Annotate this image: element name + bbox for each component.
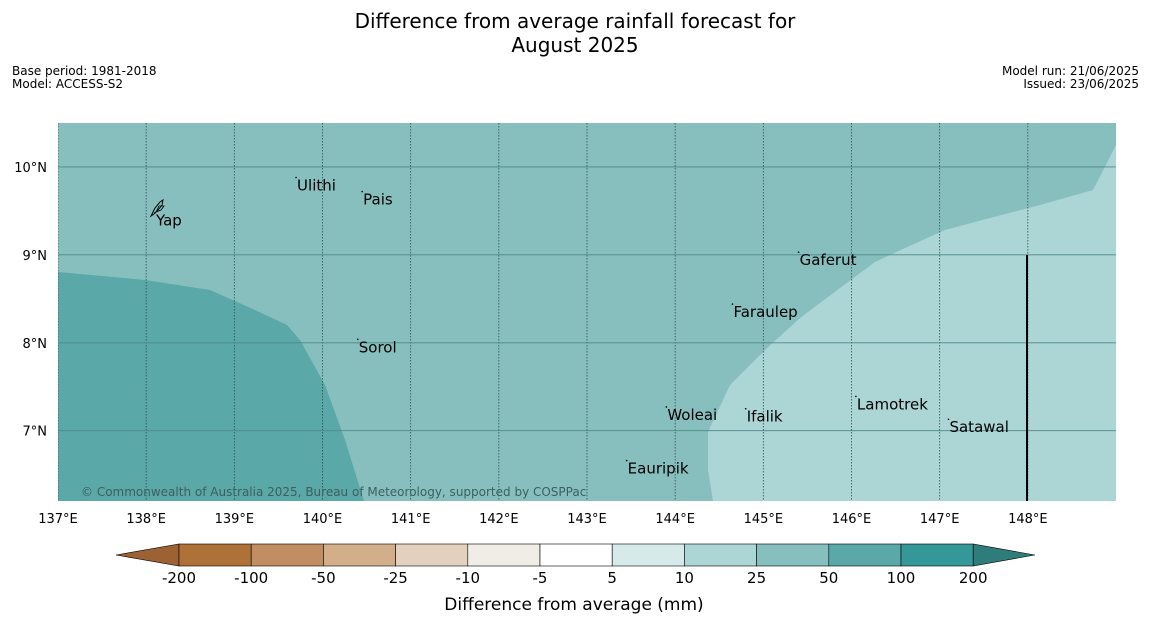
colorbar-label: 10 bbox=[675, 569, 694, 587]
longitude-tick-label: 148°E bbox=[1008, 512, 1048, 527]
place-label: Yap bbox=[155, 212, 182, 230]
longitude-tick-label: 146°E bbox=[832, 512, 872, 527]
colorbar-box bbox=[395, 543, 469, 567]
chart-title-line1: Difference from average rainfall forecas… bbox=[354, 9, 796, 33]
latitude-tick-label: 10°N bbox=[14, 161, 47, 176]
longitude-tick-label: 143°E bbox=[567, 512, 607, 527]
colorbar-box bbox=[323, 543, 396, 567]
colorbar-label: 50 bbox=[819, 569, 838, 587]
model-text: Model: ACCESS-S2 bbox=[12, 77, 124, 91]
copyright-text: © Commonwealth of Australia 2025, Bureau… bbox=[81, 485, 586, 499]
latitude-labels: 10°N 9°N 8°N 7°N bbox=[14, 161, 47, 440]
place-labels: Yap Ulithi Pais Gaferut Faraulep Sorol Woleai I… bbox=[154, 177, 1009, 478]
rainfall-map: 137°E 138°E 139°E 140°E 141°E 142°E 143°E 144°E… bbox=[14, 123, 1116, 527]
colorbar-legend: -200 -100 -50 -25 -10 -5 5 10 25 50 100 200 Differe… bbox=[115, 543, 1036, 615]
colorbar-label: -10 bbox=[456, 569, 481, 587]
base-period-text: Base period: 1981-2018 bbox=[12, 64, 157, 78]
colorbar-label: -50 bbox=[311, 569, 336, 587]
longitude-tick-label: 140°E bbox=[303, 512, 343, 527]
place-marker bbox=[947, 418, 950, 421]
colorbar-label: 100 bbox=[887, 569, 916, 587]
place-marker bbox=[744, 407, 747, 410]
place-gaferut: Gaferut bbox=[797, 251, 857, 269]
colorbar-label: -200 bbox=[162, 569, 196, 587]
place-label: Pais bbox=[363, 191, 393, 209]
place-marker bbox=[361, 190, 363, 193]
place-marker bbox=[356, 338, 359, 341]
longitude-tick-label: 139°E bbox=[215, 512, 255, 527]
forecast-info-right: Model run: 21/06/2025 Issued: 23/06/2025 bbox=[1002, 65, 1139, 91]
place-marker bbox=[625, 459, 628, 462]
colorbar-box bbox=[611, 543, 685, 567]
longitude-tick-label: 137°E bbox=[38, 512, 78, 527]
place-label: Sorol bbox=[359, 338, 397, 356]
colorbar-box bbox=[539, 543, 613, 567]
place-pais: Pais bbox=[361, 191, 393, 209]
colorbar-box bbox=[684, 543, 757, 567]
colorbar-box bbox=[178, 543, 252, 567]
forecast-info-left: Base period: 1981-2018 Model: ACCESS-S2 bbox=[12, 65, 157, 91]
longitude-labels: 137°E 138°E 139°E 140°E 141°E 142°E 143°E 144°E… bbox=[38, 512, 1047, 527]
colorbar-box bbox=[756, 543, 830, 567]
colorbar-box bbox=[250, 543, 324, 567]
colorbar-label: 200 bbox=[959, 569, 988, 587]
place-label: Lamotrek bbox=[857, 395, 928, 413]
issued-text: Issued: 23/06/2025 bbox=[1023, 77, 1139, 91]
colorbar-label: 5 bbox=[607, 569, 617, 587]
place-satawal: Satawal bbox=[947, 418, 1009, 436]
place-marker bbox=[731, 303, 734, 305]
place-label: Woleai bbox=[667, 406, 717, 424]
colorbar-label: 25 bbox=[747, 569, 766, 587]
colorbar-label: -100 bbox=[234, 569, 268, 587]
longitude-tick-label: 147°E bbox=[920, 512, 960, 527]
longitude-tick-label: 144°E bbox=[655, 512, 695, 527]
latitude-tick-label: 9°N bbox=[23, 249, 48, 264]
place-eauripik: Eauripik bbox=[625, 459, 689, 478]
place-ulithi: Ulithi bbox=[295, 177, 336, 195]
place-marker bbox=[797, 251, 800, 254]
place-marker bbox=[855, 395, 857, 398]
region-50-100 bbox=[58, 272, 364, 501]
longitude-tick-label: 138°E bbox=[126, 512, 166, 527]
place-label: Eauripik bbox=[628, 460, 689, 478]
place-woleai: Woleai bbox=[665, 406, 717, 424]
place-marker bbox=[665, 406, 668, 408]
colorbar-boxes bbox=[115, 543, 1036, 567]
place-label: Gaferut bbox=[800, 251, 857, 269]
colorbar-label: -5 bbox=[533, 569, 548, 587]
colorbar-box bbox=[467, 543, 541, 567]
place-ifalik: Ifalik bbox=[744, 407, 783, 426]
legend-title: Difference from average (mm) bbox=[444, 595, 703, 615]
colorbar-box bbox=[900, 543, 974, 567]
place-marker bbox=[154, 211, 156, 214]
longitude-tick-label: 141°E bbox=[391, 512, 431, 527]
place-marker bbox=[295, 176, 297, 179]
colorbar-box bbox=[828, 543, 902, 567]
graticule bbox=[58, 123, 1116, 501]
place-label: Satawal bbox=[949, 418, 1008, 436]
place-label: Ulithi bbox=[297, 177, 336, 195]
place-label: Ifalik bbox=[747, 408, 783, 426]
chart-title: Difference from average rainfall forecas… bbox=[0, 9, 1150, 57]
place-label: Faraulep bbox=[733, 303, 797, 321]
colorbar-label: -25 bbox=[383, 569, 408, 587]
place-faraulep: Faraulep bbox=[731, 303, 798, 321]
longitude-tick-label: 142°E bbox=[479, 512, 519, 527]
place-lamotrek: Lamotrek bbox=[855, 395, 928, 413]
latitude-tick-label: 8°N bbox=[23, 337, 48, 352]
longitude-tick-label: 145°E bbox=[744, 512, 784, 527]
latitude-tick-label: 7°N bbox=[23, 425, 48, 440]
region-10-25 bbox=[708, 145, 1116, 501]
place-sorol: Sorol bbox=[356, 338, 397, 356]
colorbar-low-extend bbox=[115, 543, 180, 567]
colorbar-high-extend bbox=[972, 543, 1036, 567]
place-yap: Yap bbox=[154, 212, 182, 230]
chart-title-line2: August 2025 bbox=[511, 33, 639, 57]
model-run-text: Model run: 21/06/2025 bbox=[1001, 64, 1139, 78]
colorbar-labels: -200 -100 -50 -25 -10 -5 5 10 25 50 100 200 bbox=[162, 569, 988, 587]
